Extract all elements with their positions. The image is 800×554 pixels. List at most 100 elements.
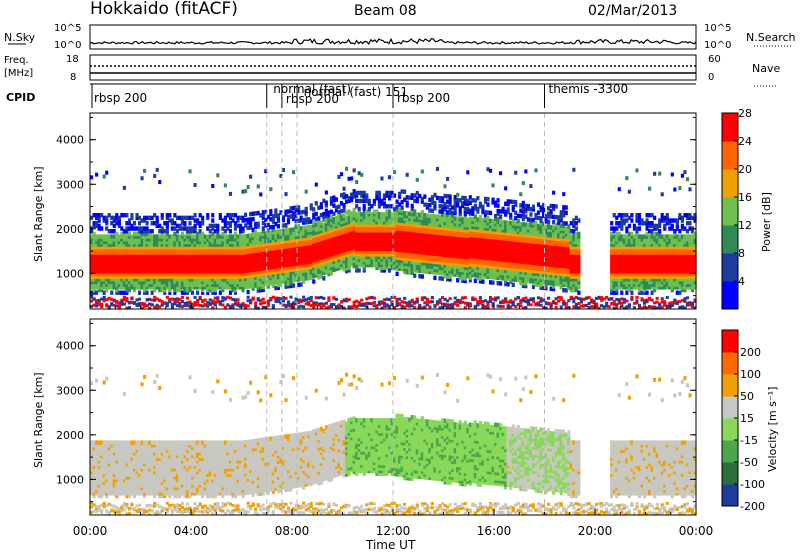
power-cell (90, 258, 94, 263)
power-cell (440, 305, 445, 309)
power-cell (350, 216, 354, 221)
power-cell (463, 195, 467, 201)
power-cell (284, 225, 288, 231)
power-cell (110, 271, 114, 277)
power-cell (382, 212, 387, 217)
power-cell (178, 282, 182, 287)
power-cell (183, 250, 187, 255)
power-cell (398, 250, 402, 255)
power-cell (244, 284, 248, 290)
power-cell (150, 229, 154, 234)
power-cell (440, 220, 445, 225)
power-cell (175, 300, 179, 304)
power-cell (461, 230, 465, 235)
power-cell (433, 216, 437, 222)
power-cell (221, 263, 225, 269)
power-cell (203, 277, 207, 282)
power-cell (352, 253, 356, 258)
power-cell (183, 282, 187, 287)
power-cell (403, 305, 407, 309)
power-cell (105, 234, 109, 239)
power-cell (400, 242, 404, 248)
power-cell (102, 269, 106, 274)
power-cell (448, 194, 452, 199)
power-cell (387, 204, 392, 209)
power-cell (312, 244, 316, 250)
power-cell (377, 190, 381, 196)
power-cell (145, 239, 149, 245)
power-cell (279, 297, 283, 301)
power-cell (504, 236, 508, 241)
power-cell (342, 216, 346, 221)
power-cell (279, 269, 283, 274)
power-cell (501, 276, 505, 281)
power-cell (281, 215, 286, 220)
power-cell (97, 302, 101, 306)
power-cell (526, 276, 530, 281)
power-cell (274, 237, 278, 243)
power-cell (521, 208, 525, 214)
power-cell (382, 230, 387, 236)
power-cell (228, 234, 232, 239)
power-cell (302, 225, 306, 231)
power-cell (405, 262, 409, 267)
power-cell (309, 267, 313, 272)
power-cell (246, 279, 250, 284)
power-cell (125, 299, 129, 303)
power-cell (221, 247, 225, 253)
power-cell (342, 221, 346, 227)
power-cell (448, 237, 452, 242)
power-cell (327, 223, 331, 229)
power-cell (466, 241, 470, 247)
power-cell (524, 278, 528, 283)
power-cell (393, 206, 397, 212)
power-cell (425, 240, 429, 245)
power-cell (107, 213, 111, 218)
power-cell (236, 237, 240, 242)
power-cell (100, 250, 104, 255)
power-cell (115, 258, 119, 263)
power-cell (165, 285, 169, 290)
power-cell (173, 277, 177, 282)
power-cell (90, 253, 94, 258)
power-cell (238, 279, 243, 285)
power-cell (390, 233, 394, 238)
power-cell (165, 229, 169, 234)
power-cell (289, 281, 293, 286)
power-cell (117, 301, 121, 305)
power-cell (319, 202, 323, 207)
power-cell (150, 237, 154, 242)
power-cell (521, 240, 525, 246)
power-cell (274, 261, 278, 267)
power-cell (456, 251, 460, 256)
power-cell (271, 216, 275, 222)
power-cell (158, 250, 162, 255)
power-cell (110, 285, 114, 290)
power-cell (178, 298, 182, 302)
power-cell (501, 246, 505, 252)
power-cell (304, 270, 308, 276)
power-cell (175, 245, 179, 250)
power-cell (213, 245, 217, 250)
power-cell (281, 217, 286, 223)
power-cell (322, 304, 326, 308)
power-cell (112, 237, 116, 242)
power-cell (221, 269, 225, 274)
power-cell (254, 245, 258, 251)
power-cell (360, 302, 364, 306)
power-cell (299, 244, 303, 250)
power-cell (233, 261, 238, 266)
power-cell (140, 245, 144, 250)
power-cell (504, 300, 508, 304)
power-cell (307, 217, 311, 222)
power-cell (322, 230, 326, 236)
power-cell (137, 302, 142, 306)
power-cell (446, 194, 450, 199)
power-cell (90, 255, 94, 261)
power-cell (496, 203, 500, 208)
power-cell (380, 268, 384, 273)
power-cell (145, 229, 149, 234)
power-cell (380, 246, 384, 252)
power-cell (175, 304, 179, 308)
